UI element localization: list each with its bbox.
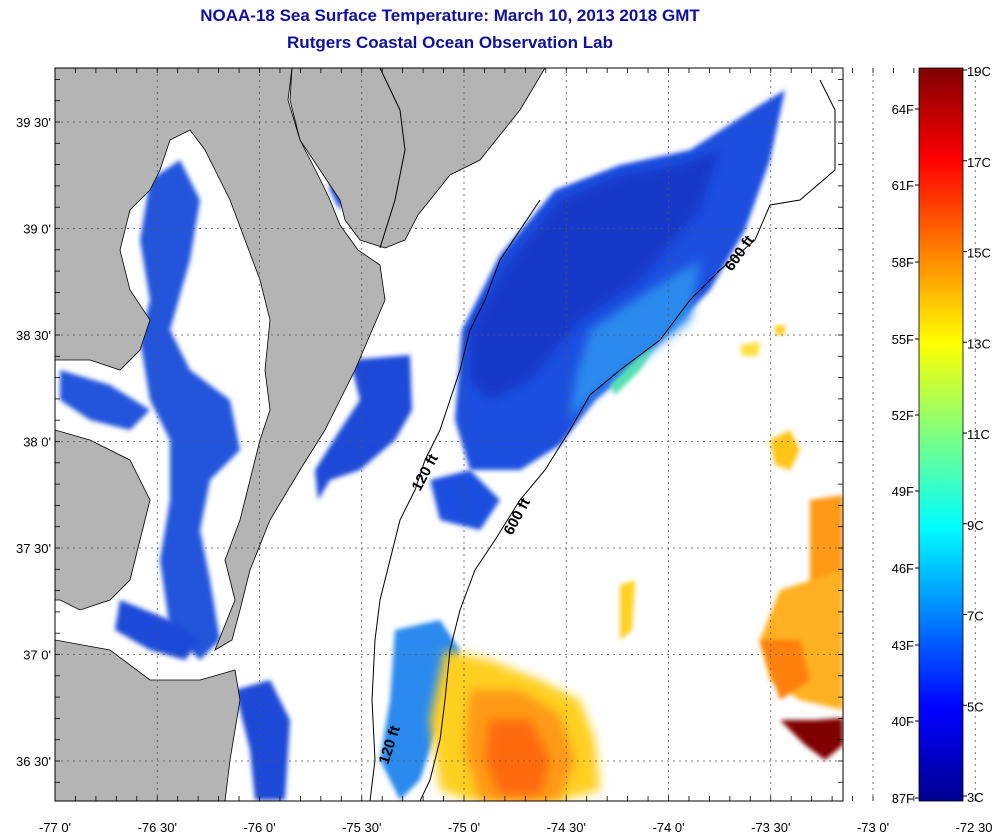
colorbar-celsius-label: 5C [967, 699, 984, 714]
map-title: NOAA-18 Sea Surface Temperature: March 1… [200, 6, 700, 25]
colorbar-celsius-label: 15C [967, 246, 991, 261]
latitude-labels: 39 30' 39 0' 38 30' 38 0' 37 30' 37 0' 36 30' [16, 115, 51, 769]
colorbar-fahrenheit-label: 52F [892, 408, 914, 423]
colorbar-fahrenheit-label: 40F [892, 714, 914, 729]
longitude-labels: -77 0' -76 30' -76 0' -75 30' -75 0' -74 30' -… [39, 820, 992, 835]
longitude-label: -77 0' [39, 820, 71, 835]
colorbar-celsius-label: 9C [967, 518, 984, 533]
colorbar-fahrenheit-label: 64F [892, 102, 914, 117]
colorbar-fahrenheit-label: 43F [892, 638, 914, 653]
map-frame [54, 67, 844, 802]
latitude-label: 38 30' [16, 328, 51, 343]
colorbar-fahrenheit-label: 61F [892, 178, 914, 193]
latitude-label: 38 0' [23, 435, 51, 450]
longitude-label: -75 0' [448, 820, 480, 835]
colorbar-fahrenheit-label: 46F [892, 561, 914, 576]
longitude-label: -73 30' [751, 820, 790, 835]
longitude-label: -74 0' [652, 820, 684, 835]
colorbar-fahrenheit-label: 49F [892, 484, 914, 499]
colorbar-fahrenheit-label: 55F [892, 332, 914, 347]
longitude-label: -73 0' [857, 820, 889, 835]
longitude-label: -76 0' [243, 820, 275, 835]
colorbar-fahrenheit-label: 58F [892, 255, 914, 270]
latitude-label: 37 0' [23, 648, 51, 663]
latitude-label: 36 30' [16, 754, 51, 769]
colorbar-celsius-label: 17C [967, 155, 991, 170]
colorbar-celsius-label: 13C [967, 336, 991, 351]
gridlines [55, 68, 976, 801]
sst-data-layer [60, 90, 843, 801]
latitude-label: 39 30' [16, 115, 51, 130]
colorbar-celsius-label: 7C [967, 609, 984, 624]
colorbar-celsius-labels: 19C 17C 15C 13C 11C 9C 7C 5C 3C [963, 64, 991, 805]
longitude-label: -74 30' [547, 820, 586, 835]
colorbar-fahrenheit-label: 37F [892, 791, 914, 806]
latitude-label: 39 0' [23, 222, 51, 237]
latitude-label: 37 30' [16, 541, 51, 556]
colorbar [918, 67, 964, 802]
longitude-label: -72 30' [956, 820, 992, 835]
colorbar-celsius-label: 11C [967, 427, 990, 442]
bathymetry-contours [369, 68, 836, 801]
colorbar-celsius-label: 19C [967, 64, 991, 79]
colorbar-fahrenheit-labels: 64F 61F 58F 55F 52F 49F 46F 43F 40F 37F [892, 102, 919, 806]
longitude-label: -76 30' [138, 820, 177, 835]
colorbar-celsius-label: 3C [967, 790, 984, 805]
map-subtitle: Rutgers Coastal Ocean Observation Lab [287, 33, 613, 52]
longitude-label: -75 30' [342, 820, 381, 835]
